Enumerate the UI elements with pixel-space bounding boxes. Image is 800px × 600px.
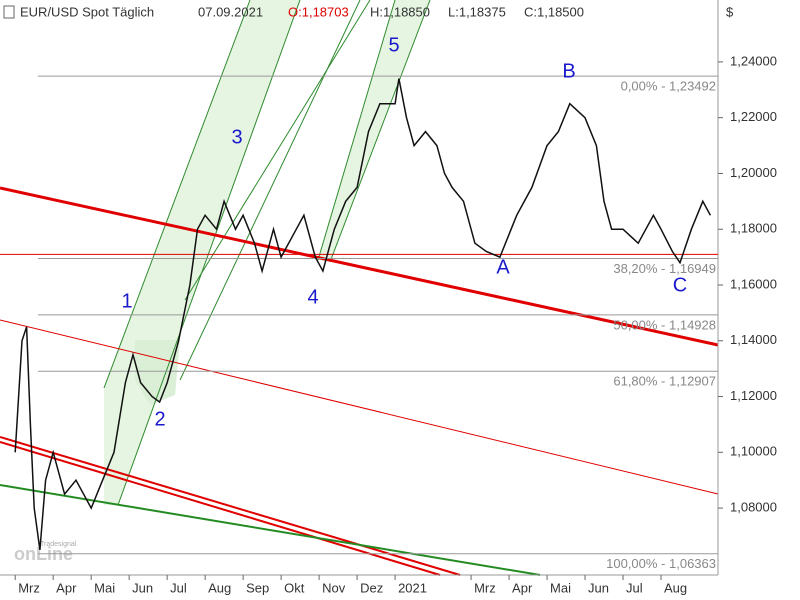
wave-label: 1: [121, 290, 132, 312]
y-tick-label: 1,08000: [730, 500, 777, 515]
x-tick-label: Okt: [284, 580, 305, 595]
x-tick-label: Dez: [360, 580, 383, 595]
y-tick-label: 1,16000: [730, 276, 777, 291]
fib-label: 61,80% - 1,12907: [613, 374, 716, 389]
y-tick-label: 1,14000: [730, 332, 777, 347]
wave-label: C: [673, 274, 687, 296]
x-tick-label: Mrz: [18, 580, 40, 595]
title-low: L:1,18375: [448, 4, 506, 19]
wave-label: 5: [388, 34, 399, 56]
wave-label: A: [496, 256, 510, 278]
x-tick-label: Apr: [512, 580, 533, 595]
x-tick-label: Jul: [170, 580, 187, 595]
x-tick-label: Jun: [132, 580, 153, 595]
price-line: [14, 78, 712, 551]
wave-label: 2: [154, 408, 165, 430]
wave-label: 4: [307, 286, 318, 308]
title-date: 07.09.2021: [198, 4, 263, 19]
title-high: H:1,18850: [370, 4, 430, 19]
x-tick-label: Apr: [56, 580, 77, 595]
y-tick-label: 1,12000: [730, 388, 777, 403]
logo-small: Tradesignal: [40, 541, 77, 548]
title-close: C:1,18500: [524, 4, 584, 19]
channel-lines: [103, 0, 431, 506]
x-tick-label: Sep: [246, 580, 269, 595]
y-tick-label: 1,20000: [730, 165, 777, 180]
fib-label: 38,20% - 1,16949: [613, 261, 716, 276]
title-open: O:1,18703: [288, 4, 349, 19]
fib-label: 0,00% - 1,23492: [621, 79, 716, 94]
x-tick-label: Aug: [664, 580, 687, 595]
x-tick-label: Aug: [208, 580, 231, 595]
y-tick-label: 1,24000: [730, 53, 777, 68]
x-tick-label: 2021: [398, 580, 427, 595]
currency: $: [726, 4, 734, 19]
x-tick-label: Mai: [94, 580, 115, 595]
x-tick-label: Mai: [550, 580, 571, 595]
x-tick-label: Nov: [322, 580, 346, 595]
x-tick-label: Jul: [626, 580, 643, 595]
title: EUR/USD Spot Täglich: [20, 4, 154, 19]
y-tick-label: 1,18000: [730, 221, 777, 236]
x-tick-label: Mrz: [474, 580, 496, 595]
x-tick-label: Jun: [588, 580, 609, 595]
wave-label: 3: [231, 126, 242, 148]
y-tick-label: 1,22000: [730, 109, 777, 124]
channel-fill: [318, 0, 430, 262]
fib-label: 100,00% - 1,06363: [606, 556, 716, 571]
fib-label: 50,00% - 1,14928: [613, 317, 716, 332]
y-tick-label: 1,10000: [730, 444, 777, 459]
icon: [3, 5, 15, 19]
trend-lines: [0, 186, 719, 576]
wave-label: B: [562, 60, 575, 82]
